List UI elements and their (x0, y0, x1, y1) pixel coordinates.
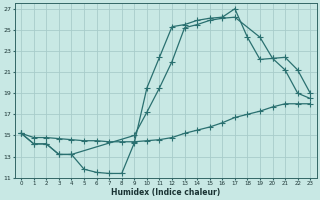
X-axis label: Humidex (Indice chaleur): Humidex (Indice chaleur) (111, 188, 220, 197)
